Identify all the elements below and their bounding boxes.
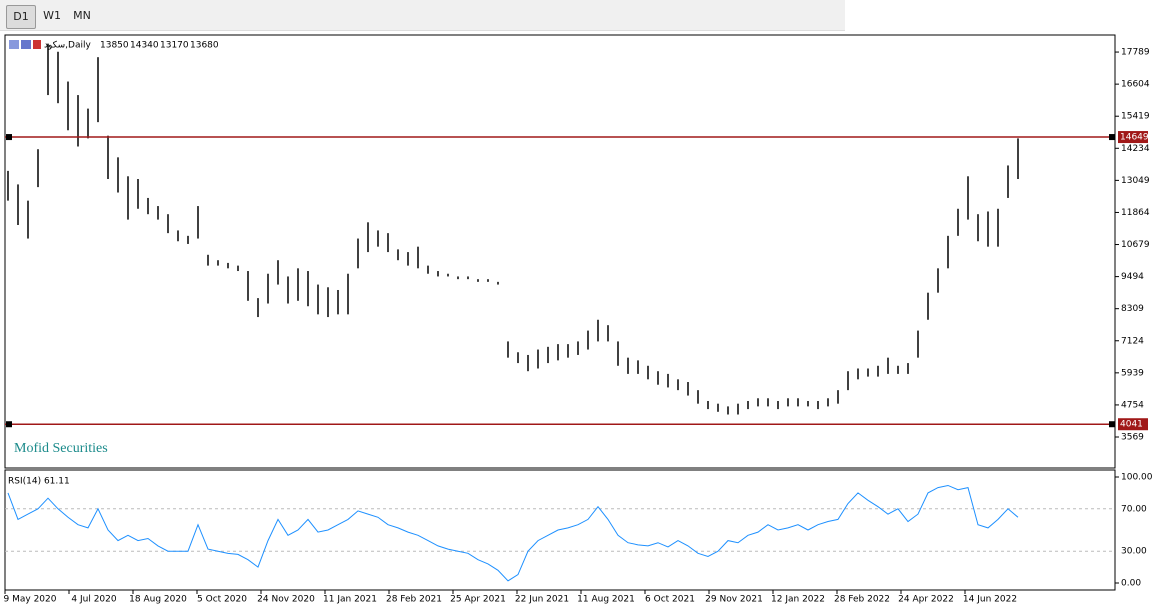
x-tick-label: 5 Oct 2020 [197, 595, 247, 605]
x-tick-label: 22 Jun 2021 [515, 595, 569, 605]
level-handle [1109, 421, 1115, 428]
level-tag [1118, 418, 1148, 431]
y-tick-label: 30.00 [1121, 547, 1147, 557]
y-tick-label: 7124 [1121, 336, 1144, 346]
ohlc-value: 14340 [130, 41, 159, 51]
rsi-title: RSI(14) 61.11 [8, 477, 70, 487]
x-tick-label: 6 Oct 2021 [645, 595, 695, 605]
y-tick-label: 4754 [1121, 400, 1144, 410]
y-tick-label: 17789 [1121, 48, 1150, 58]
watermark: Mofid Securities [14, 441, 108, 456]
y-tick-label: 100.00 [1121, 472, 1153, 482]
x-tick-label: 25 Apr 2021 [450, 595, 506, 605]
timeframe-button[interactable]: W1 [43, 9, 61, 22]
icon [21, 40, 31, 49]
y-tick-label: 0.00 [1121, 579, 1141, 589]
y-tick-label: 15419 [1121, 112, 1150, 122]
x-tick-label: 29 Nov 2021 [705, 595, 763, 605]
y-tick-label: 8309 [1121, 304, 1144, 314]
x-tick-label: 12 Jan 2022 [771, 595, 825, 605]
timeframe-button[interactable]: MN [73, 9, 91, 22]
level-tag [1118, 131, 1148, 144]
x-tick-label: 11 Jan 2021 [323, 595, 377, 605]
y-tick-label: 13049 [1121, 176, 1150, 186]
level-handle [6, 134, 12, 141]
icon [9, 40, 19, 49]
level-label: 14649 [1120, 133, 1149, 143]
x-tick-label: 28 Feb 2022 [834, 595, 890, 605]
rsi-line [7, 484, 1019, 582]
x-tick-label: 18 Aug 2020 [129, 595, 187, 605]
ohlc-value: 13850 [100, 41, 129, 51]
symbol: سکود,Daily [44, 41, 91, 51]
level-handle [6, 421, 12, 428]
icon [33, 40, 41, 49]
main-frame [4, 34, 1116, 469]
timeframe-button[interactable]: D1 [6, 5, 36, 29]
y-tick-label: 9494 [1121, 272, 1144, 282]
ohlc-value: 13170 [160, 41, 189, 51]
y-tick-label: 14234 [1121, 144, 1150, 154]
x-tick-label: 4 Jul 2020 [71, 595, 116, 605]
y-tick-label: 11864 [1121, 208, 1150, 218]
y-tick-label: 3569 [1121, 433, 1144, 443]
x-tick-label: 24 Nov 2020 [257, 595, 315, 605]
x-tick-label: 14 Jun 2022 [963, 595, 1017, 605]
rsi-frame [4, 469, 1116, 591]
level-handle [1109, 134, 1115, 141]
toolbar: D1 W1 MN [0, 0, 845, 31]
y-tick-label: 70.00 [1121, 504, 1147, 514]
x-tick-label: 24 Apr 2022 [898, 595, 954, 605]
y-tick-label: 16604 [1121, 80, 1150, 90]
level-label: 4041 [1120, 420, 1143, 430]
ohlc-value: 13680 [190, 41, 219, 51]
x-tick-label: 28 Feb 2021 [386, 595, 442, 605]
x-tick-label: 11 Aug 2021 [577, 595, 635, 605]
y-tick-label: 5939 [1121, 368, 1144, 378]
y-tick-label: 10679 [1121, 240, 1150, 250]
x-tick-label: 9 May 2020 [4, 595, 57, 605]
